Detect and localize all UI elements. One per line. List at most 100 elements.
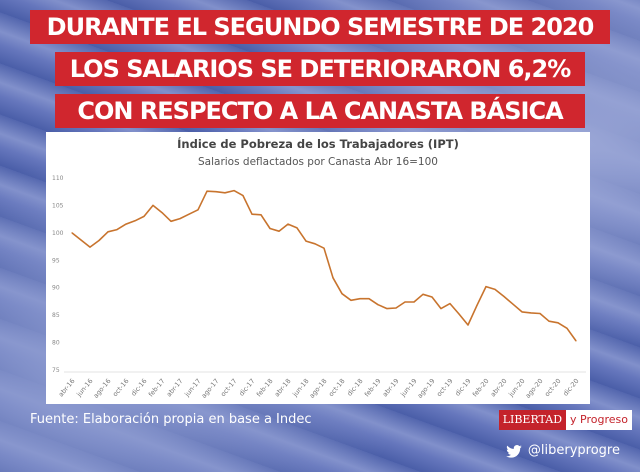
- data-point: [278, 230, 280, 232]
- data-point: [233, 190, 235, 192]
- x-tick-label: feb-20: [471, 377, 491, 398]
- line-chart: Índice de Pobreza de los Trabajadores (I…: [52, 136, 586, 400]
- x-tick-label: dic-17: [237, 377, 256, 398]
- data-point: [80, 239, 82, 241]
- data-point: [350, 299, 352, 301]
- data-point: [98, 239, 100, 242]
- data-point: [206, 190, 208, 192]
- data-point: [197, 209, 199, 211]
- x-tick-label: oct-18: [327, 377, 346, 398]
- x-tick-label: dic-19: [453, 377, 472, 398]
- y-tick-label: 85: [52, 312, 60, 319]
- data-point: [305, 240, 307, 242]
- data-point: [170, 220, 172, 222]
- data-point: [476, 304, 478, 306]
- data-point: [89, 246, 91, 248]
- data-point: [404, 301, 406, 303]
- data-point: [557, 322, 559, 324]
- y-tick-label: 100: [52, 230, 64, 237]
- data-point: [269, 227, 271, 230]
- data-point: [566, 327, 568, 329]
- data-point: [161, 211, 163, 214]
- data-point: [530, 312, 532, 314]
- data-point: [296, 227, 298, 229]
- data-point: [152, 204, 154, 207]
- x-tick-label: ago-16: [92, 377, 113, 400]
- brand-logo: LIBERTAD y Progreso: [498, 410, 632, 430]
- x-tick-label: ago-19: [416, 377, 437, 400]
- data-point: [503, 295, 505, 298]
- data-point: [323, 247, 325, 249]
- x-tick-label: abr-16: [57, 377, 77, 398]
- data-point: [179, 217, 181, 220]
- data-point: [413, 301, 415, 303]
- data-point: [395, 307, 397, 309]
- chart-subtitle: Salarios deflactados por Canasta Abr 16=…: [198, 156, 438, 168]
- data-point: [143, 215, 145, 217]
- data-point: [116, 228, 118, 231]
- x-tick-label: ago-20: [524, 377, 545, 400]
- x-tick-label: abr-20: [489, 377, 509, 398]
- data-point: [107, 231, 109, 233]
- data-point: [449, 303, 451, 305]
- data-point: [512, 303, 514, 305]
- data-point: [251, 213, 253, 215]
- x-tick-label: dic-16: [129, 377, 148, 398]
- twitter-link[interactable]: @liberyprogre: [506, 443, 620, 459]
- x-tick-label: abr-18: [273, 377, 293, 398]
- y-tick-label: 90: [52, 285, 60, 292]
- chart-title: Índice de Pobreza de los Trabajadores (I…: [177, 136, 459, 151]
- headline-line-3: CON RESPECTO A LA CANASTA BÁSICA: [55, 94, 585, 128]
- x-tick-label: feb-18: [255, 377, 275, 398]
- data-point: [71, 232, 73, 234]
- y-tick-label: 75: [52, 367, 60, 374]
- twitter-handle: @liberyprogre: [527, 443, 620, 458]
- data-point: [422, 293, 424, 295]
- data-point: [188, 213, 190, 215]
- x-tick-label: ago-17: [200, 377, 221, 400]
- chart-panel: Índice de Pobreza de los Trabajadores (I…: [46, 132, 590, 404]
- x-tick-label: oct-17: [219, 377, 238, 398]
- x-tick-label: ago-18: [308, 377, 329, 400]
- data-point: [485, 286, 487, 288]
- data-point: [575, 340, 577, 342]
- data-point: [494, 288, 496, 290]
- x-tick-label: oct-19: [435, 377, 454, 398]
- data-point: [341, 293, 343, 295]
- x-tick-label: abr-19: [381, 377, 401, 398]
- y-tick-label: 105: [52, 202, 64, 209]
- data-point: [125, 223, 127, 225]
- data-point: [332, 277, 334, 279]
- data-point: [215, 191, 217, 193]
- logo-progreso: y Progreso: [566, 410, 632, 430]
- x-tick-label: feb-19: [363, 377, 383, 398]
- data-point: [377, 304, 379, 306]
- data-point: [224, 192, 226, 194]
- data-point: [134, 220, 136, 222]
- data-point: [467, 324, 469, 326]
- data-point: [242, 194, 244, 197]
- logo-libertad: LIBERTAD: [498, 410, 567, 430]
- data-point: [458, 313, 460, 315]
- data-point: [539, 312, 541, 315]
- y-tick-label: 95: [52, 257, 60, 264]
- x-tick-label: feb-17: [147, 377, 167, 398]
- twitter-bird-icon: [506, 444, 522, 458]
- data-point: [431, 296, 433, 298]
- data-point: [548, 320, 550, 322]
- series-line-ipt: [71, 189, 577, 342]
- y-tick-label: 110: [52, 175, 64, 182]
- data-point: [440, 307, 442, 310]
- x-tick-label: abr-17: [165, 377, 185, 398]
- data-point: [386, 307, 388, 310]
- y-tick-label: 80: [52, 340, 60, 347]
- x-tick-label: dic-20: [561, 377, 580, 398]
- data-point: [287, 223, 289, 225]
- headline-line-2: LOS SALARIOS SE DETERIORARON 6,2%: [55, 52, 585, 86]
- data-point: [260, 214, 262, 216]
- data-point: [359, 298, 361, 300]
- headline-line-1: DURANTE EL SEGUNDO SEMESTRE DE 2020: [30, 10, 610, 44]
- x-tick-label: oct-20: [543, 377, 562, 398]
- x-tick-label: dic-18: [345, 377, 364, 398]
- x-tick-label: oct-16: [111, 377, 130, 398]
